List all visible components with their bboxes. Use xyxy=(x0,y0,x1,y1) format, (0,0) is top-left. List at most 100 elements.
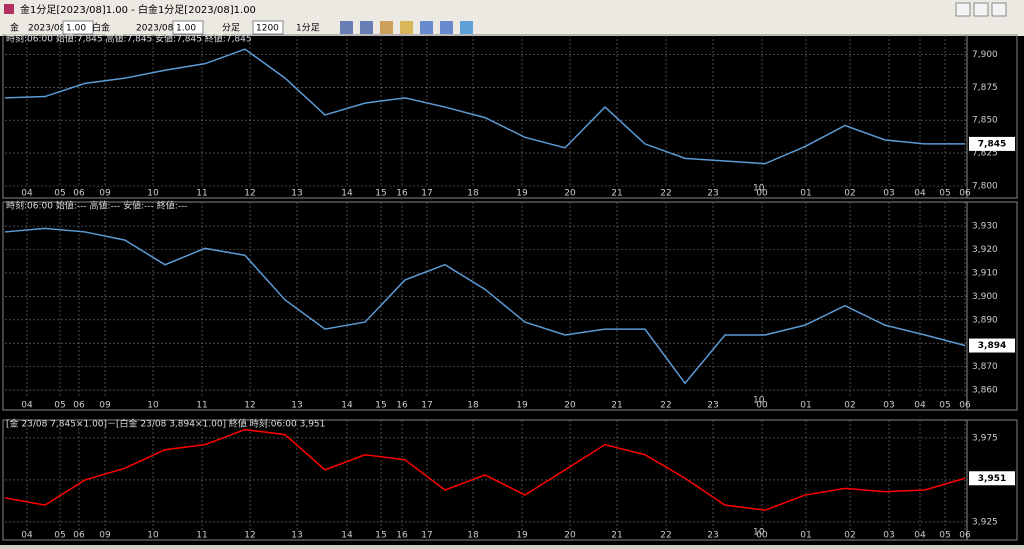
x-tick-label: 00 xyxy=(756,401,768,411)
current-price-box xyxy=(969,338,1015,353)
x-tick-label: 06 xyxy=(73,189,85,199)
x-tick-label: 06 xyxy=(959,401,971,411)
x-tick-label: 02 xyxy=(844,189,855,199)
maximize[interactable] xyxy=(973,2,989,17)
toolbar-item[interactable]: 分足 xyxy=(222,23,240,34)
y-tick-label: 3,975 xyxy=(972,433,998,443)
toolbar-icon[interactable] xyxy=(440,21,453,34)
price-line xyxy=(4,227,966,385)
toolbar-item[interactable]: 1.00 xyxy=(66,24,86,34)
x-tick-label: 11 xyxy=(196,401,207,411)
x-tick-label: 22 xyxy=(660,401,671,411)
x-tick-label: 10 xyxy=(147,189,159,199)
toolbar-item[interactable]: 1分足 xyxy=(296,23,320,34)
panel-header: [金 23/08 7,845×1.00]－[白金 23/08 3,894×1.0… xyxy=(6,418,325,430)
x-tick-label: 18 xyxy=(467,189,479,199)
x-tick-label: 13 xyxy=(291,531,302,541)
toolbar-item[interactable]: 白金 xyxy=(92,22,110,34)
current-price-box xyxy=(969,471,1015,486)
x-tick-label: 10 xyxy=(147,401,159,411)
price-line xyxy=(4,428,966,511)
y-tick-label: 7,800 xyxy=(972,182,998,192)
current-price: 3,894 xyxy=(978,341,1006,351)
title-bar xyxy=(0,0,1024,18)
current-price-box xyxy=(969,136,1015,151)
y-tick-label: 7,875 xyxy=(972,83,998,93)
y-tick-label: 3,890 xyxy=(972,315,998,325)
x-tick-label: 05 xyxy=(54,401,65,411)
panel-header: 時刻:06:00 始値:7,845 高値:7,845 安値:7,845 終値:7… xyxy=(6,33,252,45)
x-tick-label: 21 xyxy=(611,189,622,199)
x-tick-label: 23 xyxy=(707,531,718,541)
close[interactable] xyxy=(991,2,1007,17)
x-tick-label: 15 xyxy=(375,401,386,411)
price-line xyxy=(4,48,965,165)
x-tick-label: 21 xyxy=(611,401,622,411)
x-tick-label: 17 xyxy=(421,189,432,199)
toolbar-icon[interactable] xyxy=(400,21,413,34)
x-tick-label: 23 xyxy=(707,189,718,199)
toolbar-icon[interactable] xyxy=(380,21,393,34)
x-tick-label: 18 xyxy=(467,401,479,411)
x-tick-label: 04 xyxy=(914,189,926,199)
x-tick-label: 23 xyxy=(707,401,718,411)
x-tick-label: 20 xyxy=(564,401,576,411)
x-tick-label: 05 xyxy=(54,189,65,199)
input-box[interactable] xyxy=(62,20,94,35)
toolbar-item[interactable]: 1.00 xyxy=(176,24,196,34)
x-tick-label: 00 xyxy=(756,531,768,541)
toolbar-item[interactable]: 2023/08 xyxy=(136,24,174,34)
axis-note: 10 xyxy=(753,528,765,538)
toolbar-item[interactable]: 2023/08 xyxy=(28,24,66,34)
toolbar-icon[interactable] xyxy=(460,21,473,34)
x-tick-label: 04 xyxy=(914,401,926,411)
x-tick-label: 16 xyxy=(396,189,408,199)
toolbar-item[interactable]: 1200 xyxy=(256,24,279,34)
x-tick-label: 03 xyxy=(883,189,894,199)
panel-frame xyxy=(2,201,1018,411)
toolbar-icon[interactable] xyxy=(340,21,353,34)
x-tick-label: 14 xyxy=(341,401,353,411)
x-tick-label: 12 xyxy=(244,401,255,411)
x-tick-label: 06 xyxy=(73,531,85,541)
x-tick-label: 05 xyxy=(939,189,950,199)
minimize[interactable] xyxy=(955,2,971,17)
y-tick-label: 3,860 xyxy=(972,386,998,396)
toolbar-icon[interactable] xyxy=(360,21,373,34)
x-tick-label: 22 xyxy=(660,531,671,541)
x-tick-label: 19 xyxy=(516,401,528,411)
panel-frame xyxy=(2,419,1018,541)
x-tick-label: 20 xyxy=(564,189,576,199)
x-tick-label: 18 xyxy=(467,531,479,541)
y-tick-label: 3,900 xyxy=(972,292,998,302)
x-tick-label: 04 xyxy=(21,531,33,541)
toolbar-item[interactable]: 金 xyxy=(10,22,19,34)
x-tick-label: 13 xyxy=(291,401,302,411)
x-tick-label: 11 xyxy=(196,189,207,199)
input-box[interactable] xyxy=(172,20,204,35)
x-tick-label: 05 xyxy=(939,531,950,541)
x-tick-label: 02 xyxy=(844,401,855,411)
x-tick-label: 22 xyxy=(660,189,671,199)
x-tick-label: 14 xyxy=(341,189,353,199)
y-tick-label: 7,900 xyxy=(972,50,998,60)
y-tick-label: 3,870 xyxy=(972,362,998,372)
x-tick-label: 04 xyxy=(21,189,33,199)
toolbar-icon[interactable] xyxy=(420,21,433,34)
current-price: 7,845 xyxy=(978,139,1006,149)
chart-area xyxy=(0,36,1024,545)
x-tick-label: 06 xyxy=(73,401,85,411)
y-tick-label: 3,930 xyxy=(972,222,998,232)
x-tick-label: 13 xyxy=(291,189,302,199)
window-title: 金1分足[2023/08]1.00 - 白金1分足[2023/08]1.00 xyxy=(20,3,256,16)
app-icon xyxy=(4,4,14,14)
x-tick-label: 06 xyxy=(959,531,971,541)
input-box[interactable] xyxy=(252,20,284,35)
x-tick-label: 16 xyxy=(396,531,408,541)
x-tick-label: 10 xyxy=(147,531,159,541)
x-tick-label: 12 xyxy=(244,531,255,541)
y-tick-label: 7,825 xyxy=(972,149,998,159)
x-tick-label: 06 xyxy=(959,189,971,199)
